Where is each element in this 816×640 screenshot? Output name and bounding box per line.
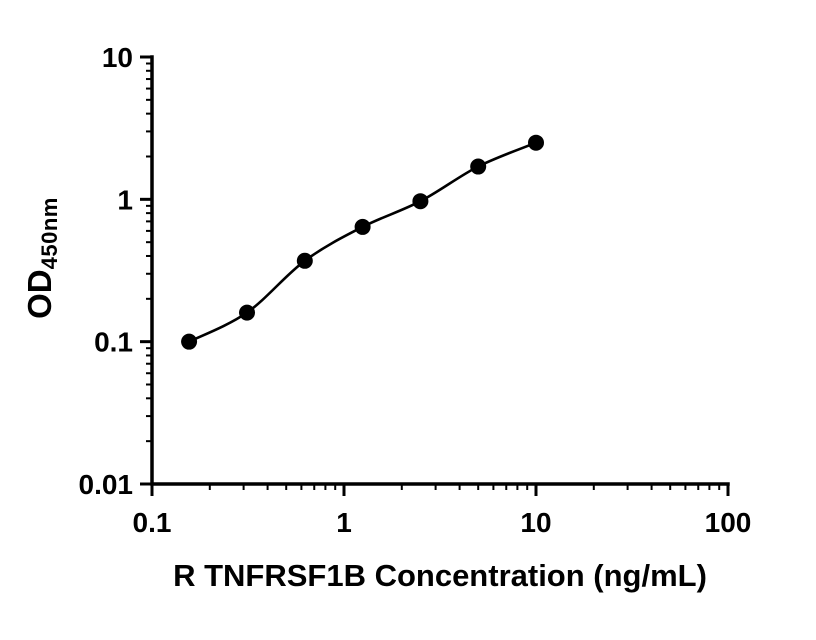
data-point [181, 333, 198, 350]
y-axis-tick-label: 10 [102, 42, 133, 73]
data-point [470, 158, 487, 175]
data-point [412, 193, 429, 210]
x-axis-tick-label: 10 [520, 507, 551, 538]
y-axis-title-main: OD [21, 269, 58, 319]
x-axis-tick-label: 0.1 [133, 507, 172, 538]
data-point [239, 304, 256, 321]
y-axis-tick-label: 1 [117, 184, 133, 215]
y-axis-title-subscript: 450nm [37, 197, 62, 270]
y-axis-tick-label: 0.1 [94, 327, 133, 358]
x-axis-tick-label: 100 [705, 507, 752, 538]
y-axis-title: OD450nm [21, 197, 63, 319]
x-axis-tick-label: 1 [336, 507, 352, 538]
y-axis-tick-label: 0.01 [79, 469, 134, 500]
x-axis-title: R TNFRSF1B Concentration (ng/mL) [173, 558, 707, 593]
data-point [354, 218, 371, 235]
data-point [296, 252, 313, 269]
axis-lines [150, 55, 730, 486]
data-point [528, 134, 544, 151]
